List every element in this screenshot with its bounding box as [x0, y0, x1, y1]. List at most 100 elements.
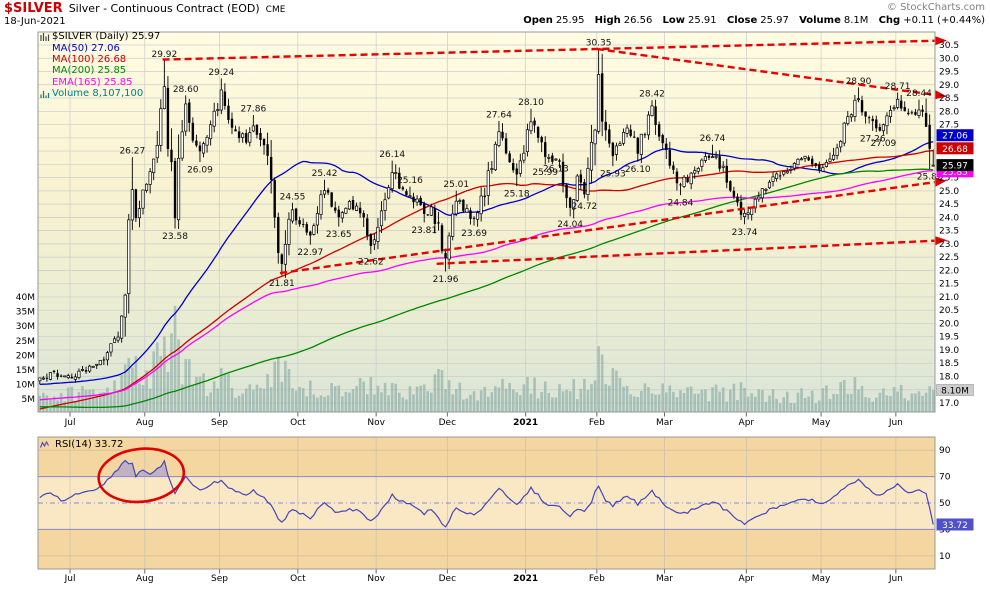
svg-text:19.0: 19.0 [939, 346, 959, 356]
svg-text:Dec: Dec [439, 574, 456, 584]
price-plot-icon [40, 32, 52, 42]
svg-text:Apr: Apr [739, 418, 755, 428]
svg-text:28.60: 28.60 [173, 85, 199, 95]
svg-text:29.24: 29.24 [208, 68, 234, 78]
svg-text:27.86: 27.86 [240, 105, 266, 115]
svg-text:30.0: 30.0 [939, 54, 959, 64]
svg-text:23.0: 23.0 [939, 240, 959, 250]
svg-text:23.69: 23.69 [461, 229, 487, 239]
svg-text:29.92: 29.92 [151, 50, 177, 60]
svg-text:24.0: 24.0 [939, 213, 959, 223]
svg-text:22.0: 22.0 [939, 266, 959, 276]
price-axis-labels: 17.017.518.018.519.019.520.020.521.021.5… [939, 41, 959, 409]
svg-text:Feb: Feb [589, 574, 605, 584]
main-price-chart: 26.27 29.92 23.58 28.60 26.09 29.24 27.86 21.81… [16, 31, 974, 428]
svg-text:Jul: Jul [64, 574, 76, 584]
rsi-annotation-ellipse [97, 447, 186, 504]
svg-text:30M: 30M [16, 322, 35, 332]
svg-text:20M: 20M [16, 351, 35, 361]
trendline-arrow-icon [934, 36, 947, 46]
svg-text:25.82: 25.82 [917, 173, 943, 183]
low-value: 25.91 [688, 15, 717, 26]
svg-text:Nov: Nov [367, 418, 385, 428]
overlay-MA(200) [39, 168, 934, 409]
svg-text:28.10: 28.10 [518, 98, 544, 108]
rsi-value: 33.72 [94, 439, 124, 450]
chart-header: $SILVER Silver - Continuous Contract (EO… [4, 1, 285, 16]
svg-text:25.93: 25.93 [600, 170, 626, 180]
rsi-value-flag: 33.72 [936, 518, 974, 531]
svg-text:26.74: 26.74 [700, 134, 726, 144]
svg-text:26.10: 26.10 [625, 165, 651, 175]
svg-text:28.5: 28.5 [939, 94, 959, 104]
rsi-legend: RSI(14) 33.72 [40, 439, 123, 450]
open-value: 25.95 [555, 15, 585, 26]
svg-text:Jun: Jun [888, 418, 903, 428]
month-axis: Jul Aug Sep Oct Nov Dec 2021 Feb Mar Apr May Jun [64, 412, 903, 428]
svg-text:22.62: 22.62 [358, 257, 384, 267]
low-label: Low [662, 15, 686, 26]
rsi-line [39, 459, 934, 528]
legend-item: MA(100) 26.68 [40, 54, 160, 65]
svg-text:28.0: 28.0 [939, 107, 959, 117]
svg-text:18.5: 18.5 [939, 359, 959, 369]
svg-text:22.97: 22.97 [297, 248, 323, 258]
plot-background [38, 32, 935, 412]
svg-text:26.68: 26.68 [942, 145, 968, 155]
chart-title: Silver - Continuous Contract (EOD) [68, 2, 260, 15]
svg-text:50: 50 [939, 499, 951, 509]
legend-label: MA(50) 27.06 [52, 42, 120, 54]
svg-text:27.64: 27.64 [486, 110, 512, 120]
exchange: CME [265, 5, 286, 15]
svg-text:28.71: 28.71 [885, 82, 911, 92]
volume-bars [38, 305, 935, 412]
rsi-border [37, 436, 936, 570]
svg-text:25.85: 25.85 [942, 168, 968, 178]
svg-text:21.5: 21.5 [939, 280, 959, 290]
rsi-line-icon [40, 440, 52, 450]
svg-text:25.18: 25.18 [504, 190, 530, 200]
svg-text:70: 70 [939, 473, 951, 483]
svg-text:90: 90 [939, 446, 951, 456]
svg-text:10: 10 [939, 552, 951, 562]
svg-text:25.0: 25.0 [939, 187, 959, 197]
volume-bars-icon [40, 89, 52, 99]
svg-text:24.5: 24.5 [939, 200, 959, 210]
legend-label: EMA(165) 25.85 [52, 76, 133, 88]
svg-text:18.0: 18.0 [939, 372, 959, 382]
svg-text:24.84: 24.84 [668, 199, 694, 209]
close-label: Close [726, 15, 758, 26]
svg-text:Dec: Dec [439, 418, 456, 428]
svg-text:23.5: 23.5 [939, 227, 959, 237]
trendline-arrow-icon [934, 236, 947, 246]
close-value: 25.97 [760, 15, 789, 26]
svg-text:24.04: 24.04 [557, 220, 583, 230]
svg-text:30.5: 30.5 [939, 41, 959, 51]
svg-text:Sep: Sep [211, 418, 228, 428]
plot-border [37, 31, 936, 413]
svg-text:5M: 5M [22, 395, 36, 405]
svg-text:23.74: 23.74 [732, 228, 758, 238]
svg-text:29.5: 29.5 [939, 68, 959, 78]
svg-text:33.72: 33.72 [942, 521, 968, 531]
legend-label: MA(200) 25.85 [52, 65, 127, 77]
legend-item: MA(200) 25.85 [40, 65, 160, 76]
svg-text:Jun: Jun [888, 574, 903, 584]
rsi-indicator-panel: 907050301033.72JulAugSepOctNovDec2021Feb… [37, 436, 974, 584]
high-label: High [594, 15, 621, 26]
svg-text:25.16: 25.16 [397, 176, 423, 186]
svg-text:23.65: 23.65 [326, 230, 352, 240]
volume-axis-labels: 40M 35M 30M 25M 20M 15M 10M 5M [16, 293, 35, 405]
candlesticks [38, 48, 935, 385]
svg-text:23.81: 23.81 [411, 226, 437, 236]
svg-text:25.99: 25.99 [532, 168, 558, 178]
svg-text:19.5: 19.5 [939, 333, 959, 343]
trendline-arrow-icon [934, 177, 947, 187]
svg-text:May: May [812, 418, 831, 428]
svg-text:35M: 35M [16, 308, 35, 318]
quote-strip: Open 25.95 High 26.56 Low 25.91 Close 25.97 … [523, 15, 985, 26]
svg-text:25.42: 25.42 [312, 169, 338, 179]
svg-text:23.58: 23.58 [162, 232, 188, 242]
